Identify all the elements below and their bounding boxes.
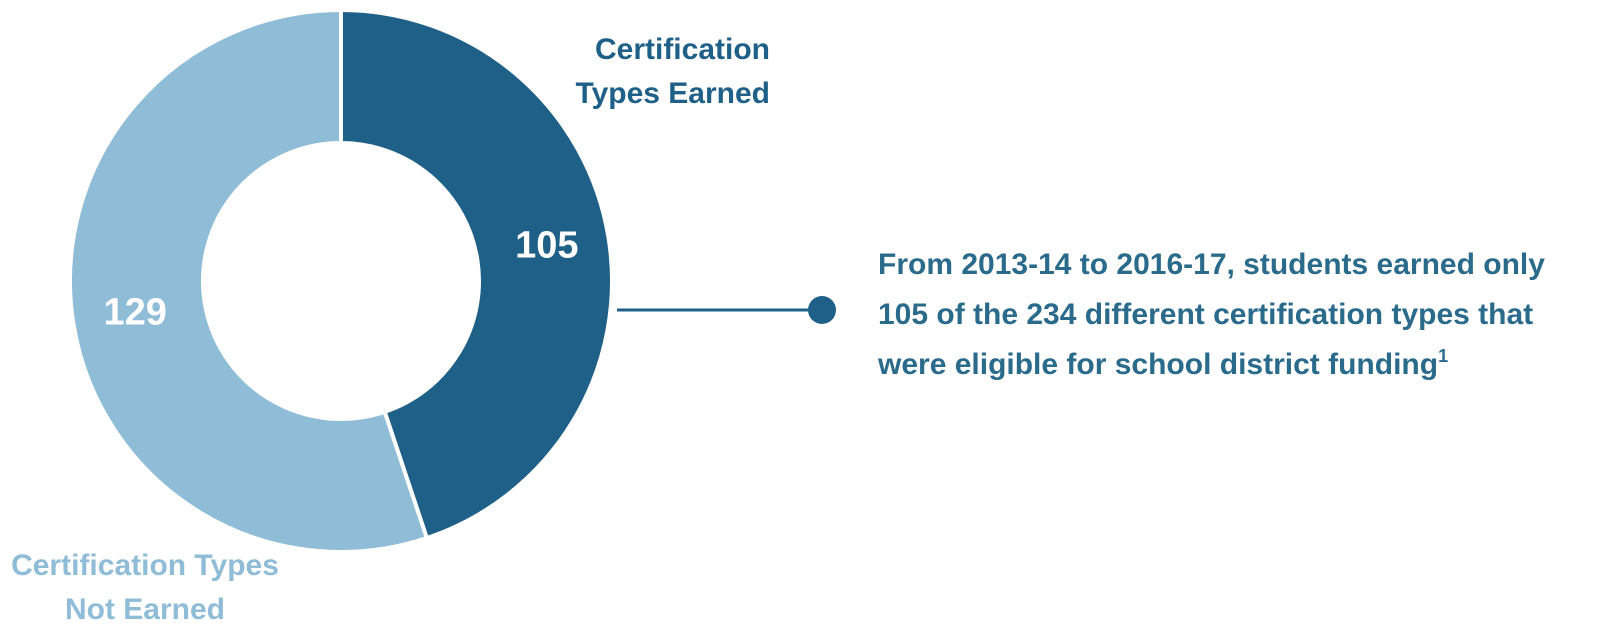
slice xyxy=(68,7,430,554)
slice-label: Certification Types Not Earned xyxy=(11,549,279,626)
annotation-text: From 2013-14 to 2016-17, students earned… xyxy=(878,248,1545,381)
footnote-marker: 1 xyxy=(1438,346,1449,366)
annotation: From 2013-14 to 2016-17, students earned… xyxy=(878,240,1596,390)
slice-label: Certification Types Earned xyxy=(575,33,770,110)
slice xyxy=(339,7,614,541)
connector-dot xyxy=(808,296,836,324)
value-label: 129 xyxy=(103,291,166,333)
value-label: 105 xyxy=(515,225,578,267)
